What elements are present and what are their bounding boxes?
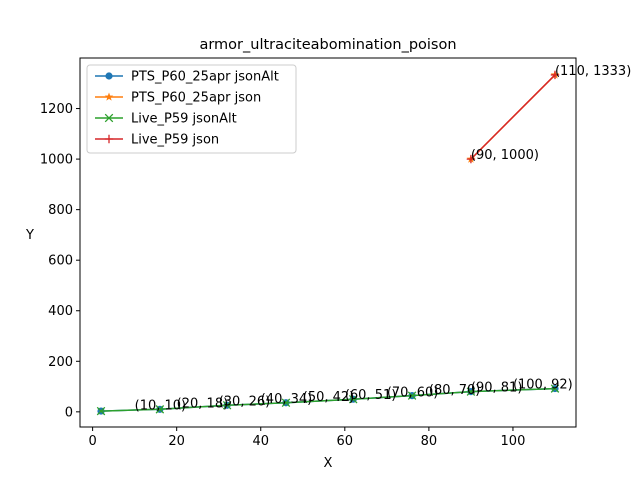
plot-frame <box>79 57 577 428</box>
legend-label: PTS_P60_25apr json <box>131 91 261 106</box>
series-line <box>100 387 556 412</box>
data-point <box>407 391 417 400</box>
legend-marker <box>104 113 114 123</box>
data-point <box>155 405 165 414</box>
x-tick-label: 80 <box>421 434 438 449</box>
x-tick-label: 60 <box>337 434 354 449</box>
series-layer <box>96 70 560 416</box>
legend-marker <box>105 72 113 80</box>
legend-item: PTS_P60_25apr json <box>95 91 261 106</box>
point-annotation: (110, 1333) <box>555 64 631 79</box>
legend-label: Live_P59 jsonAlt <box>131 112 237 127</box>
x-tick-label: 40 <box>252 434 269 449</box>
data-point <box>550 384 560 393</box>
data-point <box>281 398 291 407</box>
point-annotation: (70, 60) <box>387 386 439 401</box>
data-point <box>466 387 476 396</box>
y-tick-label: 400 <box>48 304 73 319</box>
point-annotation: (30, 26) <box>219 394 270 409</box>
legend-marker <box>104 92 114 101</box>
data-point <box>348 394 358 404</box>
point-annotation: (60, 51) <box>345 388 397 403</box>
data-point <box>222 401 232 410</box>
y-tick-label: 800 <box>48 203 73 218</box>
x-tick-label: 20 <box>168 434 185 449</box>
legend-marker <box>104 134 114 144</box>
y-tick-label: 600 <box>48 254 73 269</box>
annotation-layer: (10, 10)(20, 18)(30, 26)(40, 34)(50, 42)… <box>135 64 632 413</box>
legend: PTS_P60_25apr jsonAlt PTS_P60_25apr json L… <box>86 64 297 154</box>
series-line <box>470 74 556 160</box>
x-tick-label: 100 <box>501 434 526 449</box>
chart-title: armor_ultraciteabomination_poison <box>199 37 456 53</box>
point-annotation: (50, 42) <box>303 390 355 405</box>
data-point <box>466 154 476 164</box>
data-point <box>96 406 106 416</box>
data-point <box>550 70 560 80</box>
legend-item: PTS_P60_25apr jsonAlt <box>95 70 279 85</box>
point-annotation: (90, 1000) <box>471 148 539 163</box>
y-tick-label: 0 <box>65 405 73 420</box>
legend-box <box>86 64 297 154</box>
point-annotation: (90, 81) <box>471 380 523 395</box>
point-annotation: (40, 34) <box>261 392 313 407</box>
x-tick-label: 0 <box>88 434 96 449</box>
x-axis-label: X <box>324 456 333 471</box>
y-tick-label: 1000 <box>40 153 73 168</box>
point-annotation: (80, 70) <box>429 383 481 398</box>
series-3 <box>96 384 560 416</box>
legend-item: Live_P59 jsonAlt <box>95 112 237 127</box>
point-annotation: (20, 18) <box>177 396 229 411</box>
y-axis-label: Y <box>25 228 34 243</box>
legend-item: Live_P59 json <box>95 133 219 148</box>
y-tick-label: 1200 <box>40 102 73 117</box>
y-tick-label: 200 <box>48 355 73 370</box>
legend-label: Live_P59 json <box>131 133 219 148</box>
series-4 <box>466 70 560 164</box>
point-annotation: (10, 10) <box>135 398 187 413</box>
point-annotation: (100, 92) <box>513 378 573 393</box>
legend-label: PTS_P60_25apr jsonAlt <box>131 70 279 85</box>
